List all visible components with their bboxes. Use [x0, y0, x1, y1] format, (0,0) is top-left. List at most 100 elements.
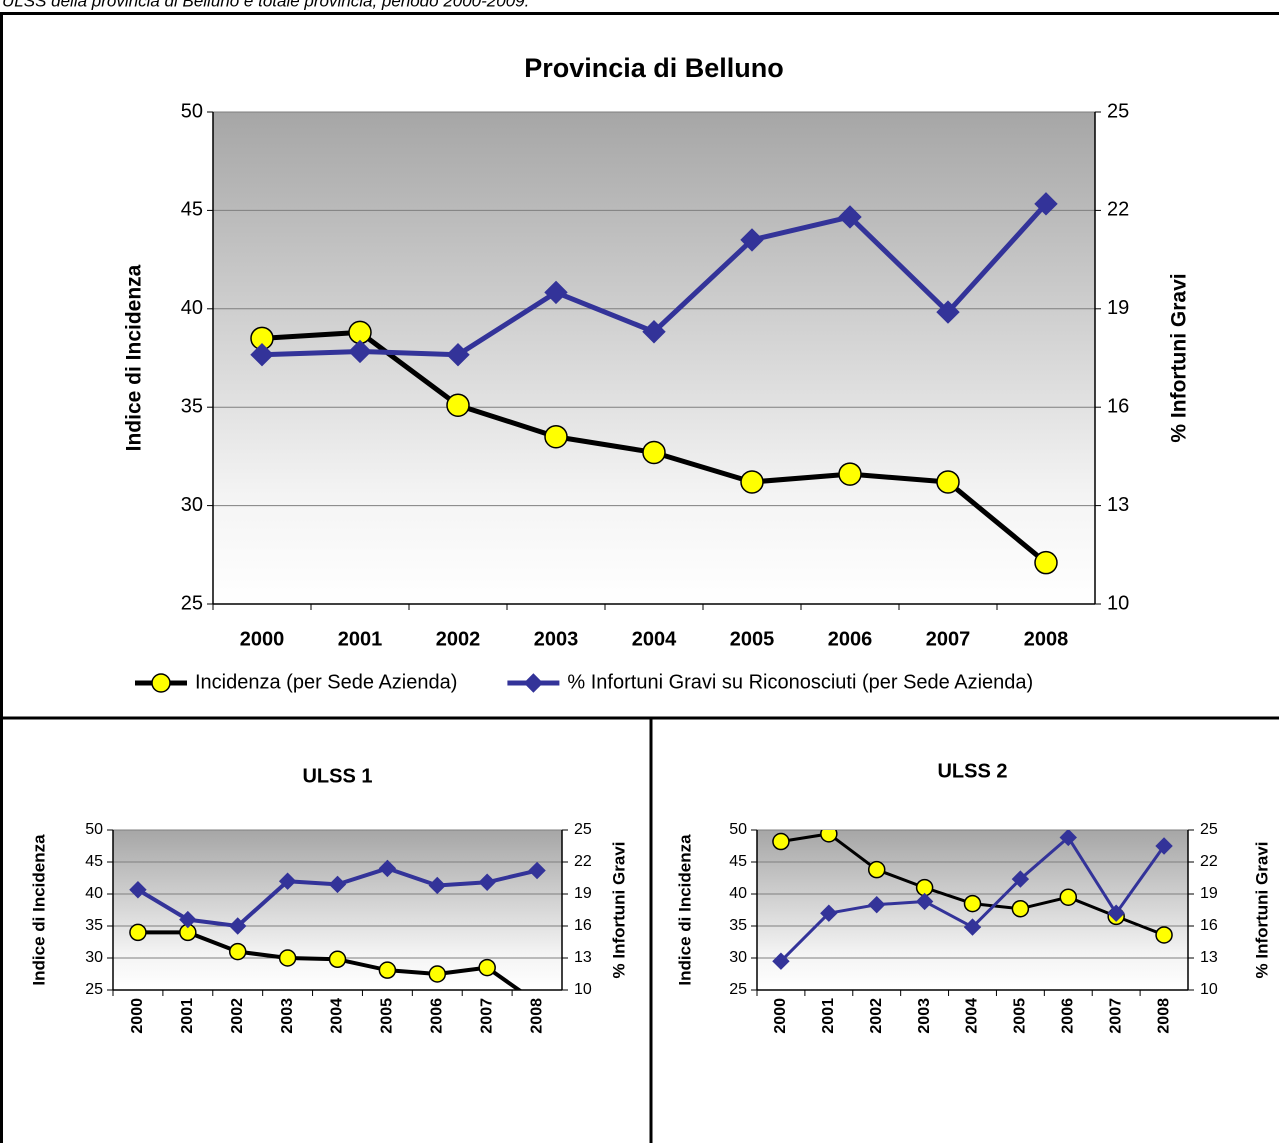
y2-axis-label: % Infortuni Gravi	[1168, 273, 1191, 442]
x-tick-label: 2000	[772, 998, 789, 1034]
y2-tick-label: 13	[574, 949, 592, 966]
x-tick-label: 2004	[964, 998, 981, 1034]
legend-marker	[151, 673, 171, 693]
y2-tick-label: 19	[1107, 297, 1129, 319]
marker	[250, 343, 274, 367]
marker	[378, 859, 397, 878]
marker	[228, 942, 247, 961]
marker	[1011, 899, 1030, 918]
marker	[1034, 550, 1058, 575]
x-tick-label: 2000	[129, 998, 146, 1034]
legend-label: Incidenza (per Sede Azienda)	[195, 671, 457, 693]
marker	[378, 961, 397, 979]
marker	[1155, 837, 1173, 855]
y2-tick-label: 19	[1200, 885, 1218, 902]
y2-tick-label: 10	[1200, 981, 1218, 998]
y2-tick-label: 22	[1200, 853, 1218, 870]
x-tick-label: 2002	[436, 628, 481, 650]
marker	[868, 895, 886, 914]
x-tick-label: 2002	[229, 998, 246, 1034]
marker	[1034, 192, 1058, 216]
x-tick-label: 2001	[338, 628, 383, 650]
marker	[820, 904, 838, 922]
marker	[915, 892, 934, 911]
x-tick-label: 2007	[1107, 998, 1124, 1034]
series-group	[250, 192, 1058, 575]
marker	[328, 875, 347, 894]
chart-title: ULSS 1	[302, 765, 372, 787]
y2-tick-label: 25	[574, 821, 592, 838]
y-tick-label: 45	[729, 853, 747, 870]
marker	[1059, 830, 1077, 847]
x-tick-label: 2003	[279, 998, 296, 1034]
legend-marker	[523, 673, 544, 693]
marker	[328, 950, 347, 969]
marker	[348, 339, 372, 364]
x-tick-label: 2001	[179, 998, 196, 1034]
x-tick-label: 2000	[240, 628, 285, 650]
marker	[129, 881, 147, 899]
y-tick-label: 35	[729, 917, 747, 934]
y-axis-label: Indice di Incidenza	[29, 834, 48, 986]
chart-title: Provincia di Belluno	[524, 53, 784, 83]
marker	[478, 873, 496, 891]
marker	[1107, 904, 1125, 922]
x-tick-label: 2005	[730, 628, 775, 650]
marker	[544, 424, 568, 449]
marker	[838, 205, 862, 229]
x-tick-label: 2005	[1012, 998, 1029, 1034]
marker	[642, 440, 666, 465]
y2-tick-label: 22	[574, 853, 592, 870]
marker	[229, 917, 247, 935]
marker	[446, 393, 470, 417]
y-tick-label: 40	[85, 885, 103, 902]
x-tick-label: 2006	[828, 628, 873, 650]
x-tick-label: 2006	[1059, 998, 1076, 1034]
y2-tick-label: 16	[574, 917, 592, 934]
marker	[772, 832, 790, 851]
marker	[838, 462, 862, 486]
y2-tick-label: 25	[1200, 821, 1218, 838]
plot-area	[213, 112, 1095, 604]
marker	[528, 861, 546, 880]
x-tick-label: 2008	[528, 998, 545, 1034]
y-tick-label: 50	[85, 821, 103, 838]
marker	[1155, 926, 1173, 944]
marker	[642, 320, 666, 344]
y2-tick-label: 10	[574, 981, 592, 998]
x-tick-label: 2008	[1024, 628, 1069, 650]
marker	[963, 918, 982, 936]
x-tick-label: 2005	[379, 998, 396, 1034]
x-tick-label: 2002	[868, 998, 885, 1034]
marker	[278, 872, 297, 890]
marker	[740, 470, 764, 494]
x-tick-label: 2008	[1155, 998, 1172, 1034]
marker	[428, 876, 446, 895]
marker	[772, 952, 790, 970]
y-tick-label: 45	[85, 853, 103, 870]
y-tick-label: 35	[85, 917, 103, 934]
marker	[1011, 870, 1030, 888]
x-tick-label: 2004	[329, 998, 346, 1034]
chart-title: ULSS 2	[937, 760, 1007, 782]
y-tick-label: 25	[85, 981, 103, 998]
y2-tick-label: 10	[1107, 592, 1129, 614]
marker	[544, 280, 568, 305]
x-tick-label: 2001	[820, 998, 837, 1034]
y-tick-label: 45	[181, 199, 203, 221]
x-tick-label: 2007	[478, 998, 495, 1034]
legend-label: % Infortuni Gravi su Riconosciuti (per S…	[567, 671, 1033, 693]
y2-tick-label: 16	[1200, 917, 1218, 934]
y-tick-label: 30	[729, 949, 747, 966]
y2-tick-label: 16	[1107, 395, 1129, 417]
marker	[179, 910, 197, 929]
y2-tick-label: 13	[1107, 494, 1129, 516]
x-tick-label: 2004	[632, 628, 677, 650]
y2-axis-label: % Infortuni Gravi	[1252, 842, 1271, 979]
marker	[446, 343, 470, 367]
y-axis-label: Indice di Incidenza	[675, 834, 694, 986]
x-tick-label: 2003	[916, 998, 933, 1034]
y2-tick-label: 19	[574, 885, 592, 902]
marker	[936, 300, 960, 324]
